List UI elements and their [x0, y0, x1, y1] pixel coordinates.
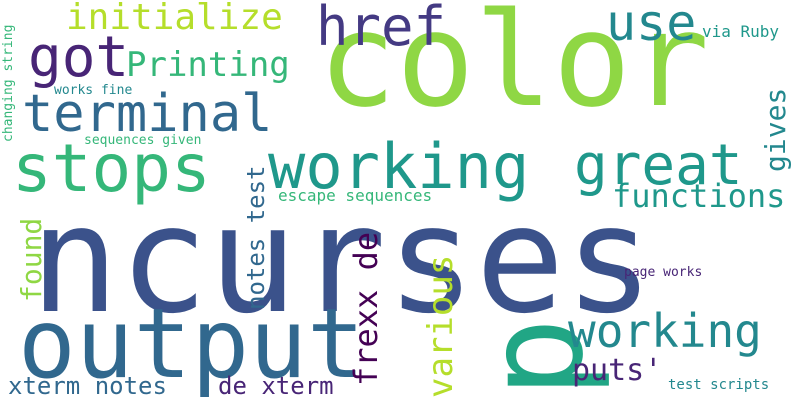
word-puts: puts': [572, 353, 663, 388]
word-frexx-de: frexx de: [347, 231, 385, 386]
word-various: various: [421, 254, 461, 398]
word-printing: Printing: [126, 45, 290, 85]
word-works-fine: works fine: [54, 83, 133, 98]
word-output: output: [18, 288, 365, 400]
word-href: href: [316, 0, 447, 58]
word-sequences-given: sequences given: [84, 133, 202, 148]
word-use: use: [606, 0, 697, 52]
word-xterm-notes: xterm notes: [8, 372, 167, 400]
word-terminal: terminal: [22, 84, 273, 144]
word-escape-sequences: escape sequences: [278, 186, 433, 205]
word-changing-string: changing string: [1, 24, 16, 142]
word-functions: functions: [612, 177, 786, 215]
word-stops: stops: [12, 130, 211, 207]
word-notes-test: notes test: [242, 165, 270, 311]
word-working-large: working: [268, 130, 530, 203]
word-gives: gives: [759, 87, 792, 172]
word-via-ruby: via Ruby: [702, 22, 780, 41]
word-test-scripts: test scripts: [668, 377, 770, 393]
word-found: found: [15, 217, 48, 302]
word-color: color: [318, 0, 710, 136]
word-page-works: page works: [624, 265, 703, 280]
word-ncurses: ncurses: [30, 174, 654, 346]
word-initialize: initialize: [66, 0, 283, 38]
word-great: great: [574, 133, 743, 198]
word-de-xterm: de xterm: [218, 372, 334, 400]
word-got: got: [28, 25, 130, 90]
word-working-small: working: [568, 304, 762, 358]
